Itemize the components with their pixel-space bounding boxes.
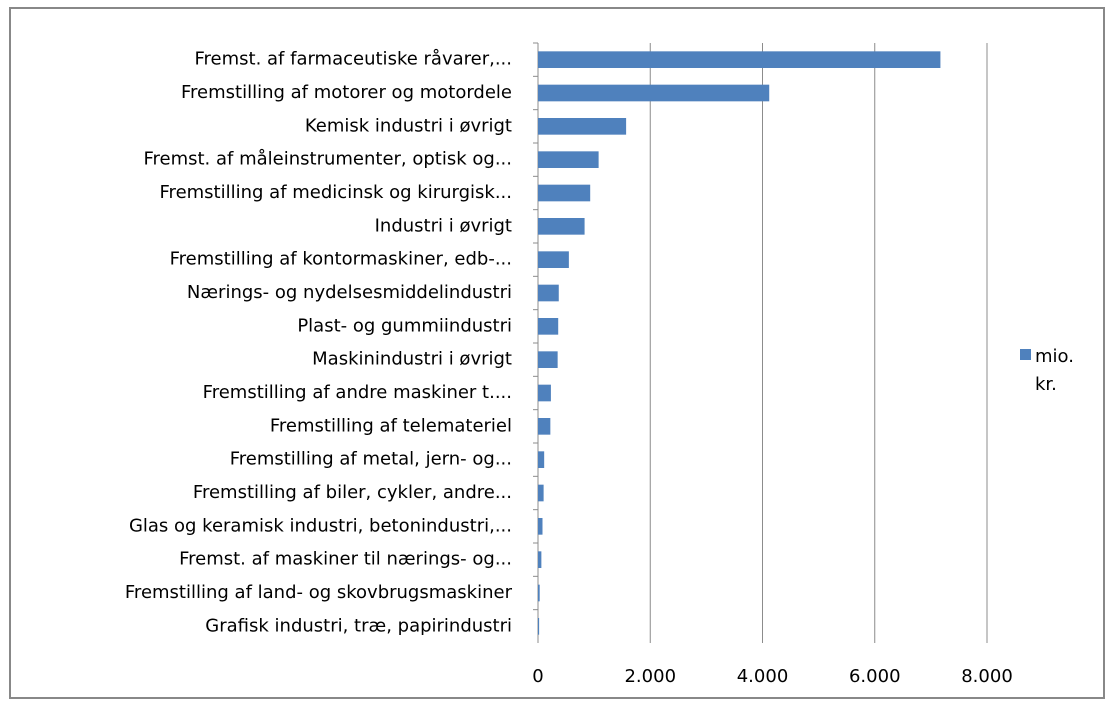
bar bbox=[538, 284, 559, 302]
y-tick-label: Fremstilling af kontormaskiner, edb-... bbox=[170, 249, 512, 270]
bar bbox=[538, 551, 542, 568]
bar bbox=[538, 351, 558, 368]
y-tick-label: Kemisk industri i øvrigt bbox=[305, 115, 512, 136]
x-tick-label: 8.000 bbox=[961, 666, 1013, 687]
y-tick-label: Glas og keramisk industri, betonindustri… bbox=[129, 515, 512, 536]
bar bbox=[538, 51, 941, 68]
y-tick-label: Fremst. af måleinstrumenter, optisk og..… bbox=[143, 149, 512, 170]
bar bbox=[538, 318, 559, 335]
y-tick-label: Fremstilling af motorer og motordele bbox=[181, 82, 512, 103]
legend-swatch bbox=[1020, 349, 1031, 360]
bar bbox=[538, 518, 543, 535]
bar bbox=[538, 218, 585, 235]
y-tick-label: Fremstilling af telemateriel bbox=[270, 415, 512, 436]
bar bbox=[538, 84, 770, 102]
bar bbox=[538, 451, 545, 468]
bar bbox=[538, 384, 551, 402]
y-tick-label: Fremst. af maskiner til nærings- og... bbox=[179, 549, 512, 570]
y-tick-label: Grafisk industri, træ, papirindustri bbox=[205, 615, 512, 636]
bar bbox=[538, 118, 627, 135]
y-tick-label: Maskinindustri i øvrigt bbox=[312, 349, 512, 370]
y-tick-label: Nærings- og nydelsesmiddelindustri bbox=[187, 282, 512, 303]
y-tick-label: Fremstilling af biler, cykler, andre... bbox=[193, 482, 512, 503]
x-tick-label: 6.000 bbox=[849, 666, 901, 687]
x-tick-label: 4.000 bbox=[737, 666, 789, 687]
bar bbox=[538, 184, 591, 202]
y-tick-label: Fremst. af farmaceutiske råvarer,... bbox=[194, 49, 512, 70]
bar bbox=[538, 618, 540, 635]
legend-label: mio. kr. bbox=[1035, 346, 1074, 395]
bar bbox=[538, 418, 551, 435]
legend: mio. kr. bbox=[1020, 343, 1083, 399]
y-tick-label: Plast- og gummiindustri bbox=[297, 315, 512, 336]
x-tick-label: 2.000 bbox=[624, 666, 676, 687]
y-tick-label: Fremstilling af andre maskiner t.... bbox=[203, 382, 512, 403]
bar bbox=[538, 584, 540, 602]
y-tick-label: Fremstilling af medicinsk og kirurgisk..… bbox=[160, 182, 512, 203]
y-tick-label: Fremstilling af metal, jern- og... bbox=[230, 449, 512, 470]
y-tick-label: Fremstilling af land- og skovbrugsmaskin… bbox=[125, 582, 513, 603]
y-tick-label: Industri i øvrigt bbox=[375, 215, 512, 236]
bar bbox=[538, 151, 599, 168]
x-tick-label: 0 bbox=[532, 666, 543, 687]
bar bbox=[538, 484, 544, 502]
bar bbox=[538, 251, 569, 268]
